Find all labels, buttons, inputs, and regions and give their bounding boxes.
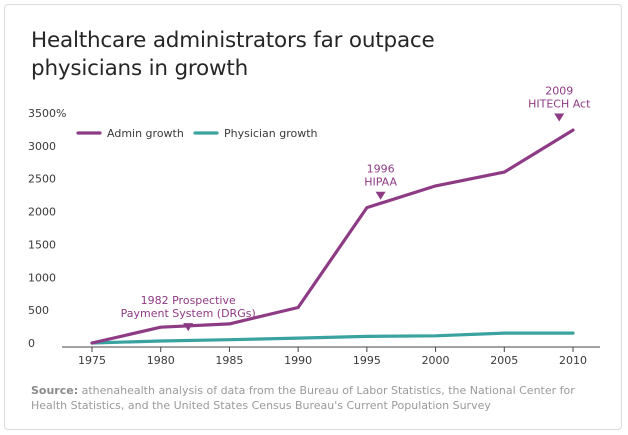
chart-title-line-1: Healthcare administrators far outpace: [31, 28, 435, 53]
chart-title: Healthcare administrators far outpace ph…: [31, 27, 591, 83]
y-tick-label: 1500: [28, 238, 56, 251]
chart-title-line-2: physicians in growth: [31, 56, 249, 81]
y-tick-label: 3000: [28, 140, 56, 153]
x-axis: 1975 1980 1985 1990 1995 2000 2005 2010: [62, 346, 600, 367]
x-tick-label: 1980: [147, 354, 175, 367]
y-tick-label: 2000: [28, 206, 56, 219]
x-tick-label: 2005: [490, 354, 518, 367]
y-tick-label: 500: [28, 304, 49, 317]
annotation-label: HIPAA: [364, 176, 397, 189]
x-tick-label: 1985: [215, 354, 243, 367]
y-axis: 0 500 1000 1500 2000 2500 3000 3500%: [28, 107, 66, 350]
annotation-label: 2009: [545, 85, 573, 98]
y-tick-label: 2500: [28, 173, 56, 186]
source-label: Source:: [31, 384, 79, 397]
legend-label: Admin growth: [107, 127, 184, 140]
x-tick-label: 2010: [559, 354, 587, 367]
x-tick-label: 1995: [353, 354, 381, 367]
legend-label: Physician growth: [224, 127, 318, 140]
annotation-label: Payment System (DRGs): [121, 307, 256, 320]
annotation-marker: [183, 323, 194, 332]
series-layer: [90, 128, 575, 345]
annotation-label: HITECH Act: [528, 98, 591, 111]
source-note: Source: athenahealth analysis of data fr…: [31, 383, 611, 413]
series-line-physician: [90, 331, 575, 345]
annotation-marker: [554, 113, 565, 122]
source-text: athenahealth analysis of data from the B…: [31, 384, 575, 412]
legend: Admin growth Physician growth: [76, 127, 318, 140]
x-tick-label: 1990: [284, 354, 312, 367]
y-tick-label: 1000: [28, 271, 56, 284]
series-line-admin: [90, 128, 575, 345]
y-tick-label: 3500%: [28, 107, 66, 120]
annotation-label: 1982 Prospective: [141, 294, 236, 307]
annotation-label: 1996: [367, 163, 395, 176]
chart-card: Healthcare administrators far outpace ph…: [4, 4, 622, 430]
x-tick-label: 2000: [422, 354, 450, 367]
y-tick-label: 0: [28, 337, 35, 350]
x-tick-label: 1975: [78, 354, 106, 367]
annotation-marker: [375, 191, 386, 200]
